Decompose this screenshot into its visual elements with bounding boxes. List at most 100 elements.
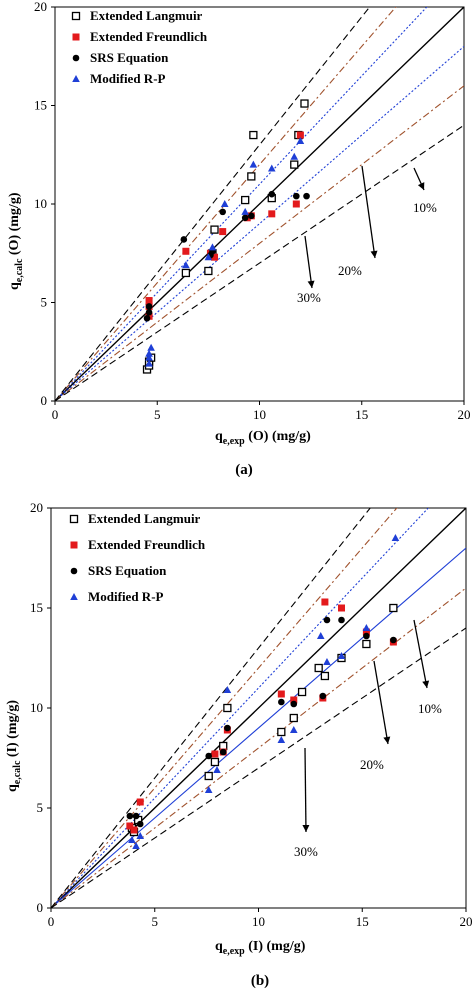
percent-label: 10% — [413, 200, 437, 215]
y-axis-ticks: 0 5 10 15 20 — [30, 500, 51, 915]
reference-line-slope-1_2 — [51, 508, 398, 908]
x-axis-title: qe,exp (I) (mg/g) — [215, 939, 306, 957]
reference-line-slope-1 — [51, 508, 466, 908]
data-point — [128, 836, 136, 843]
y-tick-label: 15 — [34, 98, 47, 113]
percent-label: 10% — [418, 701, 442, 716]
data-point — [211, 253, 219, 261]
annotation-arrow-shaft — [304, 747, 307, 833]
data-point — [204, 771, 213, 781]
data-point — [219, 208, 226, 216]
data-point — [145, 297, 153, 305]
data-point — [132, 842, 140, 849]
legend-label: Modified R-P — [88, 589, 164, 604]
y-tick-label: 20 — [34, 0, 47, 14]
data-point — [289, 726, 298, 733]
y-tick-label: 5 — [41, 295, 48, 310]
data-point — [268, 210, 276, 218]
y-tick-label: 15 — [30, 600, 43, 615]
data-point — [182, 261, 190, 269]
data-point — [296, 131, 304, 139]
percent-annotations: 10% 20% 30% — [297, 165, 437, 305]
data-point — [136, 832, 145, 839]
reference-line-slope-1_1 — [55, 7, 428, 401]
panel-caption-b: (b) — [251, 973, 269, 989]
data-point — [292, 200, 300, 208]
annotation-arrow-shaft — [413, 619, 428, 689]
data-point — [297, 687, 307, 697]
percent-label: 30% — [297, 290, 321, 305]
legend-marker — [70, 541, 78, 549]
data-point — [300, 99, 309, 108]
data-point — [219, 228, 227, 236]
legend-label: Extended Langmuir — [88, 511, 201, 526]
data-point — [277, 727, 286, 737]
data-point — [241, 195, 250, 205]
data-point — [145, 309, 153, 316]
annotation-arrow-shaft — [373, 660, 389, 745]
annotation-arrow-shaft — [361, 165, 376, 259]
annotation-arrow-head — [302, 824, 310, 832]
data-point — [391, 534, 400, 541]
reference-line-slope-1_3 — [51, 508, 371, 908]
data-point — [290, 700, 298, 708]
reference-line-slope-0_8 — [55, 85, 464, 401]
series-srs-equation — [126, 616, 397, 828]
x-tick-label: 15 — [356, 914, 369, 929]
data-point — [145, 349, 153, 357]
legend-label: SRS Equation — [88, 563, 167, 578]
data-point — [223, 686, 232, 693]
data-point — [219, 741, 228, 751]
series-modified-r-p — [145, 136, 305, 367]
annotation-arrow-head — [307, 280, 315, 288]
y-tick-label: 5 — [37, 800, 44, 815]
data-point — [296, 136, 305, 144]
legend: Extended Langmuir Extended Freundlich SRS … — [71, 8, 208, 86]
annotation-arrow-head — [383, 736, 391, 744]
data-point — [204, 253, 213, 261]
legend-marker — [70, 567, 78, 575]
data-point — [323, 658, 331, 665]
data-point — [213, 766, 221, 773]
data-point — [136, 820, 144, 828]
data-point — [290, 152, 299, 160]
data-point — [130, 826, 138, 834]
y-tick-label: 0 — [37, 900, 44, 915]
percent-label: 20% — [338, 263, 362, 278]
annotation-arrow-head — [370, 250, 378, 258]
data-point — [320, 671, 330, 681]
annotation-arrow-shaft — [304, 235, 313, 289]
data-point — [219, 748, 227, 756]
data-point — [145, 353, 153, 361]
data-point — [338, 604, 345, 612]
y-tick-label: 10 — [30, 700, 43, 715]
x-axis-ticks: 0 5 10 15 20 — [48, 908, 473, 929]
y-axis-ticks: 0 5 10 15 20 — [34, 0, 55, 408]
reference-lines — [55, 7, 464, 401]
y-axis-title: qe,calc (O) (mg/g) — [7, 192, 25, 290]
data-point — [314, 663, 323, 673]
data-point — [277, 736, 286, 743]
legend-label: Extended Freundlich — [90, 29, 208, 44]
reference-line-slope-1_1 — [51, 508, 430, 908]
legend-label: Extended Freundlich — [88, 537, 206, 552]
data-point — [278, 698, 285, 706]
data-point — [362, 628, 370, 636]
x-tick-label: 15 — [355, 407, 368, 422]
data-point — [293, 192, 300, 200]
series-modified-r-p — [128, 534, 400, 849]
data-point — [208, 243, 217, 251]
data-point — [389, 603, 398, 613]
data-point — [223, 703, 232, 713]
x-tick-label: 5 — [154, 407, 161, 422]
x-axis-ticks: 0 5 10 15 20 — [52, 401, 471, 422]
data-point — [241, 207, 249, 215]
x-tick-label: 20 — [460, 914, 473, 929]
data-point — [132, 812, 140, 820]
data-point — [321, 598, 329, 606]
reference-line-slope-0_7 — [55, 124, 464, 401]
y-axis-title: qe,calc (I) (mg/g) — [5, 700, 23, 792]
